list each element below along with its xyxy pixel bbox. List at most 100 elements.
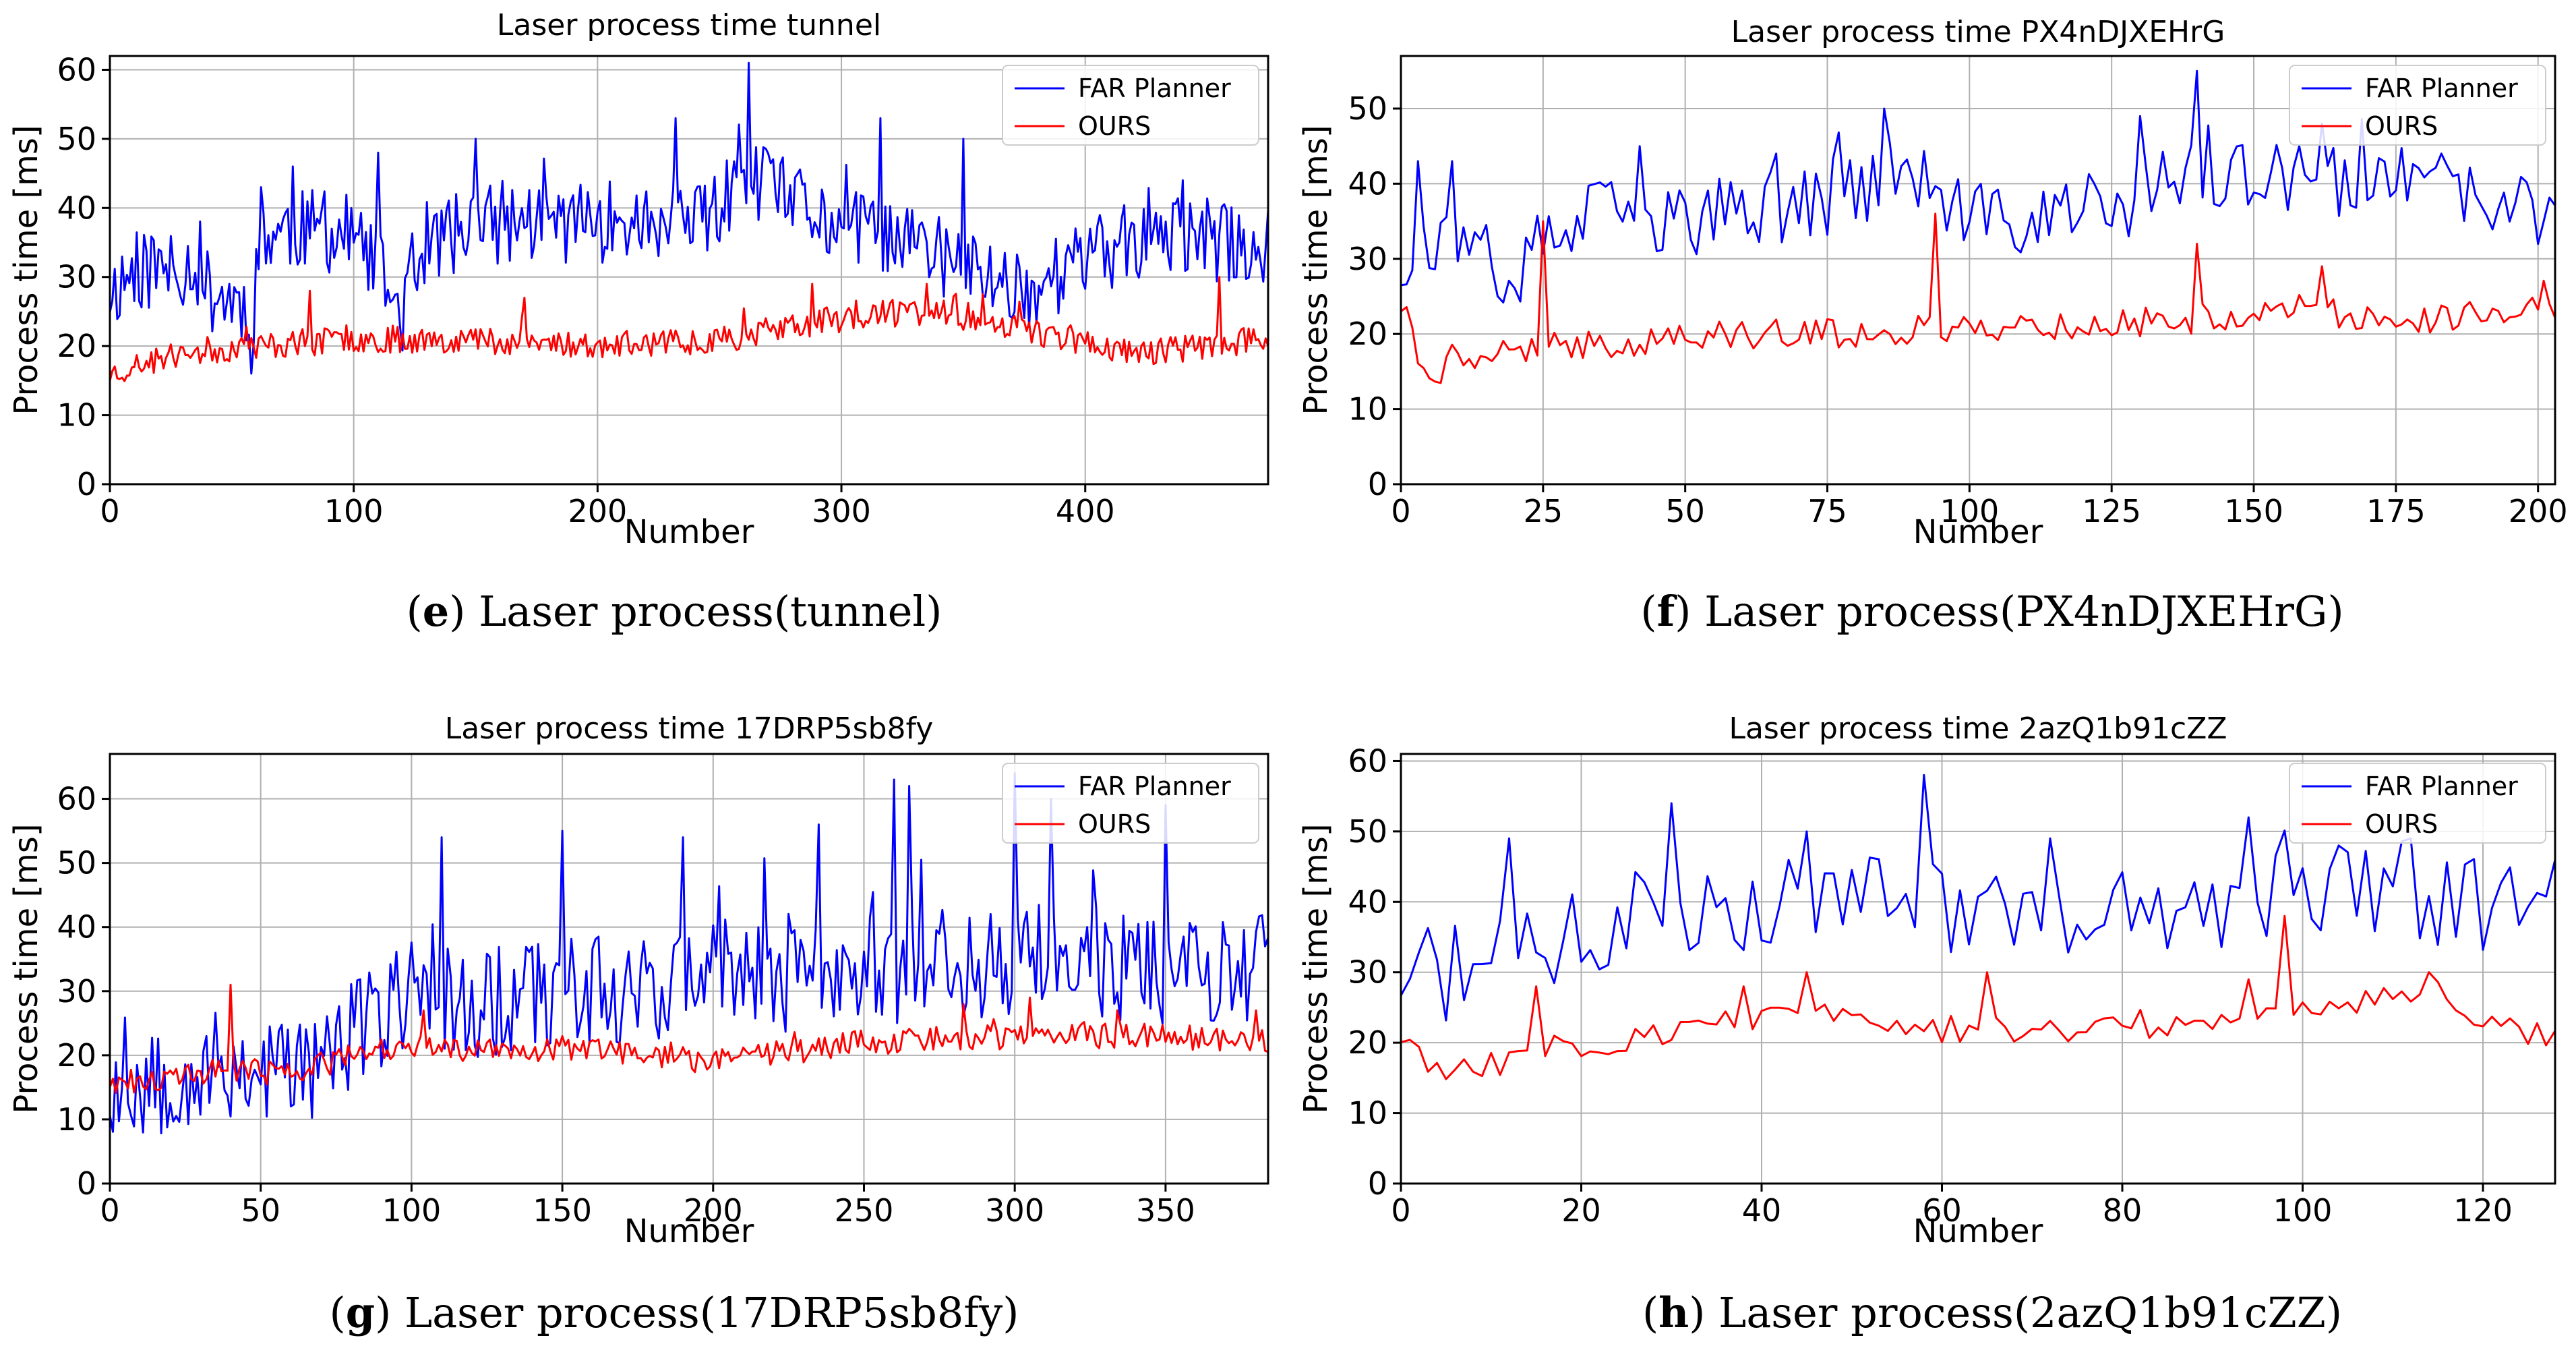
caption-text: Laser process(2azQ1b91cZZ): [1718, 1288, 2342, 1337]
chart-panel: 0 20 40 60 80 100 120 0 10 20 30 40 50 60 Laser proces…: [1297, 711, 2556, 1337]
x-tick-label: 0: [100, 1192, 119, 1229]
y-tick-label: 50: [1348, 90, 1387, 127]
x-tick-label: 0: [1391, 1192, 1410, 1229]
y-tick-label: 20: [1348, 316, 1387, 352]
chart-panel: 0 25 50 75 100 125 150 175 200 0 10 20 30 40 50 Laser p…: [1297, 15, 2568, 636]
x-tick-label: 100: [382, 1192, 441, 1229]
subfigure-caption: (e) Laser process(tunnel): [407, 587, 942, 636]
caption-close-paren: ): [449, 587, 479, 636]
y-tick-label: 0: [77, 1165, 96, 1202]
y-tick-label: 30: [57, 259, 96, 295]
x-axis-label: Number: [624, 513, 754, 551]
y-tick-label: 40: [57, 909, 96, 945]
y-tick-label: 50: [57, 121, 96, 157]
chart-panel: 0 50 100 150 200 250 300 350 0 10 20 30 40 50 60 Laser …: [7, 711, 1269, 1337]
x-tick-label: 50: [1665, 493, 1705, 529]
x-tick-label: 100: [2273, 1192, 2333, 1229]
x-tick-label: 120: [2453, 1192, 2513, 1229]
x-tick-label: 300: [985, 1192, 1044, 1229]
y-tick-label: 40: [1348, 883, 1387, 920]
y-tick-label: 0: [1368, 1165, 1387, 1202]
x-axis-label: Number: [1913, 513, 2043, 551]
caption-letter: e: [423, 587, 449, 636]
x-tick-label: 100: [324, 493, 384, 529]
plot-frame: [1400, 55, 2556, 486]
caption-open-paren: (: [330, 1288, 346, 1337]
legend-box: [1002, 763, 1259, 844]
y-tick-label: 50: [57, 845, 96, 881]
y-tick-label: 60: [57, 781, 96, 817]
series-line-far-planner: [109, 61, 1269, 375]
plot-frame: [109, 753, 1269, 1185]
y-tick-label: 60: [1348, 742, 1387, 779]
y-tick-label: 20: [57, 328, 96, 364]
series-line-ours: [109, 983, 1269, 1094]
y-tick-label: 30: [57, 973, 96, 1010]
legend-label: OURS: [2365, 809, 2438, 839]
x-tick-label: 25: [1524, 493, 1563, 529]
y-tick-label: 0: [77, 466, 96, 502]
x-tick-label: 200: [568, 493, 627, 529]
y-axis-label: Process time [ms]: [1297, 823, 1335, 1113]
x-tick-label: 0: [1391, 493, 1410, 529]
legend-label: OURS: [1078, 809, 1151, 839]
subfigure-caption: (f) Laser process(PX4nDJXEHrG): [1640, 587, 2343, 636]
x-tick-label: 250: [835, 1192, 894, 1229]
x-tick-label: 0: [100, 493, 119, 529]
x-tick-label: 60: [1922, 1192, 1962, 1229]
legend-label: FAR Planner: [1078, 74, 1231, 103]
x-tick-label: 150: [2224, 493, 2283, 529]
series-line-ours: [1400, 914, 2556, 1080]
chart-panel: 0 100 200 300 400 0 10 20 30 40 50 60 Laser process …: [7, 8, 1269, 636]
caption-text: Laser process(PX4nDJXEHrG): [1704, 587, 2344, 636]
y-axis-label: Process time [ms]: [7, 823, 45, 1113]
legend-label: FAR Planner: [2365, 771, 2518, 801]
y-tick-label: 30: [1348, 954, 1387, 991]
series-line-far-planner: [109, 772, 1269, 1134]
y-tick-label: 10: [57, 397, 96, 434]
x-tick-label: 200: [684, 1192, 743, 1229]
x-tick-label: 175: [2366, 493, 2426, 529]
series-line-ours: [1400, 212, 2556, 384]
x-tick-label: 150: [533, 1192, 592, 1229]
x-tick-label: 80: [2103, 1192, 2143, 1229]
subfigure-caption: (g) Laser process(17DRP5sb8fy): [330, 1288, 1019, 1337]
caption-text: Laser process(tunnel): [479, 587, 942, 636]
subfigure-caption: (h) Laser process(2azQ1b91cZZ): [1642, 1288, 2342, 1337]
caption-text: Laser process(17DRP5sb8fy): [405, 1288, 1019, 1337]
legend-box: [2289, 763, 2546, 844]
y-tick-label: 50: [1348, 813, 1387, 850]
plot-frame: [109, 55, 1269, 486]
legend: FAR Planner OURS: [2289, 763, 2546, 844]
y-tick-label: 40: [1348, 165, 1387, 202]
series-line-far-planner: [1400, 774, 2556, 1022]
caption-open-paren: (: [1642, 1288, 1658, 1337]
caption-letter: f: [1657, 587, 1677, 636]
x-axis-label: Number: [1913, 1213, 2043, 1250]
caption-close-paren: ): [1689, 1288, 1718, 1337]
legend-label: OURS: [2365, 111, 2438, 141]
chart-title: Laser process time PX4nDJXEHrG: [1731, 15, 2225, 49]
y-axis-label: Process time [ms]: [7, 125, 45, 415]
x-tick-label: 200: [2509, 493, 2568, 529]
x-tick-label: 300: [812, 493, 871, 529]
caption-letter: g: [346, 1288, 375, 1337]
legend-label: FAR Planner: [1078, 771, 1231, 801]
legend: FAR Planner OURS: [2289, 65, 2546, 146]
caption-close-paren: ): [375, 1288, 405, 1337]
y-tick-label: 40: [57, 189, 96, 226]
x-tick-label: 40: [1742, 1192, 1782, 1229]
legend: FAR Planner OURS: [1002, 763, 1259, 844]
y-axis-label: Process time [ms]: [1297, 125, 1335, 415]
y-tick-label: 20: [1348, 1024, 1387, 1061]
chart-title: Laser process time tunnel: [497, 8, 881, 42]
caption-close-paren: ): [1675, 587, 1704, 636]
caption-letter: h: [1658, 1288, 1689, 1337]
x-tick-label: 400: [1056, 493, 1115, 529]
legend-label: OURS: [1078, 111, 1151, 141]
x-tick-label: 75: [1807, 493, 1847, 529]
y-tick-label: 10: [1348, 1095, 1387, 1132]
caption-open-paren: (: [407, 587, 423, 636]
y-tick-label: 60: [57, 51, 96, 88]
